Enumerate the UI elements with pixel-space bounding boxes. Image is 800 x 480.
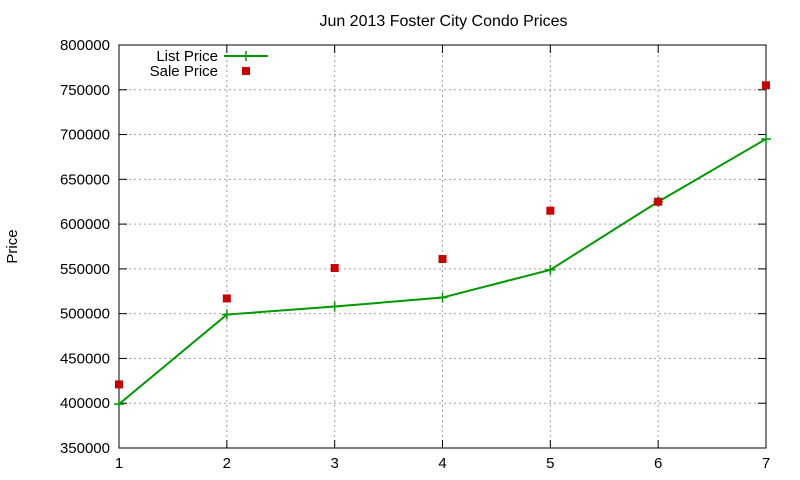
grid bbox=[119, 45, 766, 448]
y-tick-label: 550000 bbox=[60, 261, 110, 278]
list-price-point bbox=[545, 264, 556, 275]
sale-price-point bbox=[762, 81, 770, 90]
x-tick-label: 6 bbox=[654, 455, 662, 472]
legend-swatch-marker bbox=[242, 67, 250, 75]
legend-label: List Price bbox=[156, 48, 218, 65]
list-price-point bbox=[221, 309, 232, 320]
y-tick-label: 700000 bbox=[60, 127, 110, 144]
y-tick-label: 750000 bbox=[60, 82, 110, 99]
y-axis-label: Price bbox=[4, 229, 21, 263]
series bbox=[114, 81, 771, 410]
sale-price-point bbox=[222, 294, 231, 303]
legend-label: Sale Price bbox=[150, 63, 218, 80]
sale-price-point bbox=[115, 380, 123, 389]
list-price-point bbox=[437, 292, 448, 303]
x-tick-label: 4 bbox=[438, 455, 446, 472]
x-tick-label: 5 bbox=[546, 455, 554, 472]
list-price-point bbox=[114, 399, 124, 410]
y-tick-label: 350000 bbox=[60, 440, 110, 457]
y-tick-label: 600000 bbox=[60, 216, 110, 233]
y-tick-label: 500000 bbox=[60, 306, 110, 323]
sale-price-point bbox=[330, 263, 339, 272]
list-price-point bbox=[329, 301, 340, 312]
x-tick-label: 7 bbox=[762, 455, 770, 472]
y-tick-label: 400000 bbox=[60, 395, 110, 412]
axis-ticks: 350000 400000 450000 500000 550000 600000 6500… bbox=[60, 37, 770, 472]
x-tick-label: 1 bbox=[115, 455, 123, 472]
x-tick-label: 3 bbox=[330, 455, 338, 472]
list-price-point bbox=[761, 134, 771, 145]
sale-price-point bbox=[546, 206, 555, 215]
sale-price-point bbox=[438, 255, 447, 264]
sale-price-point bbox=[654, 197, 663, 206]
y-tick-label: 450000 bbox=[60, 350, 110, 367]
y-tick-label: 650000 bbox=[60, 171, 110, 188]
y-tick-label: 800000 bbox=[60, 37, 110, 54]
chart-title: Jun 2013 Foster City Condo Prices bbox=[319, 13, 567, 30]
x-tick-label: 2 bbox=[223, 455, 231, 472]
